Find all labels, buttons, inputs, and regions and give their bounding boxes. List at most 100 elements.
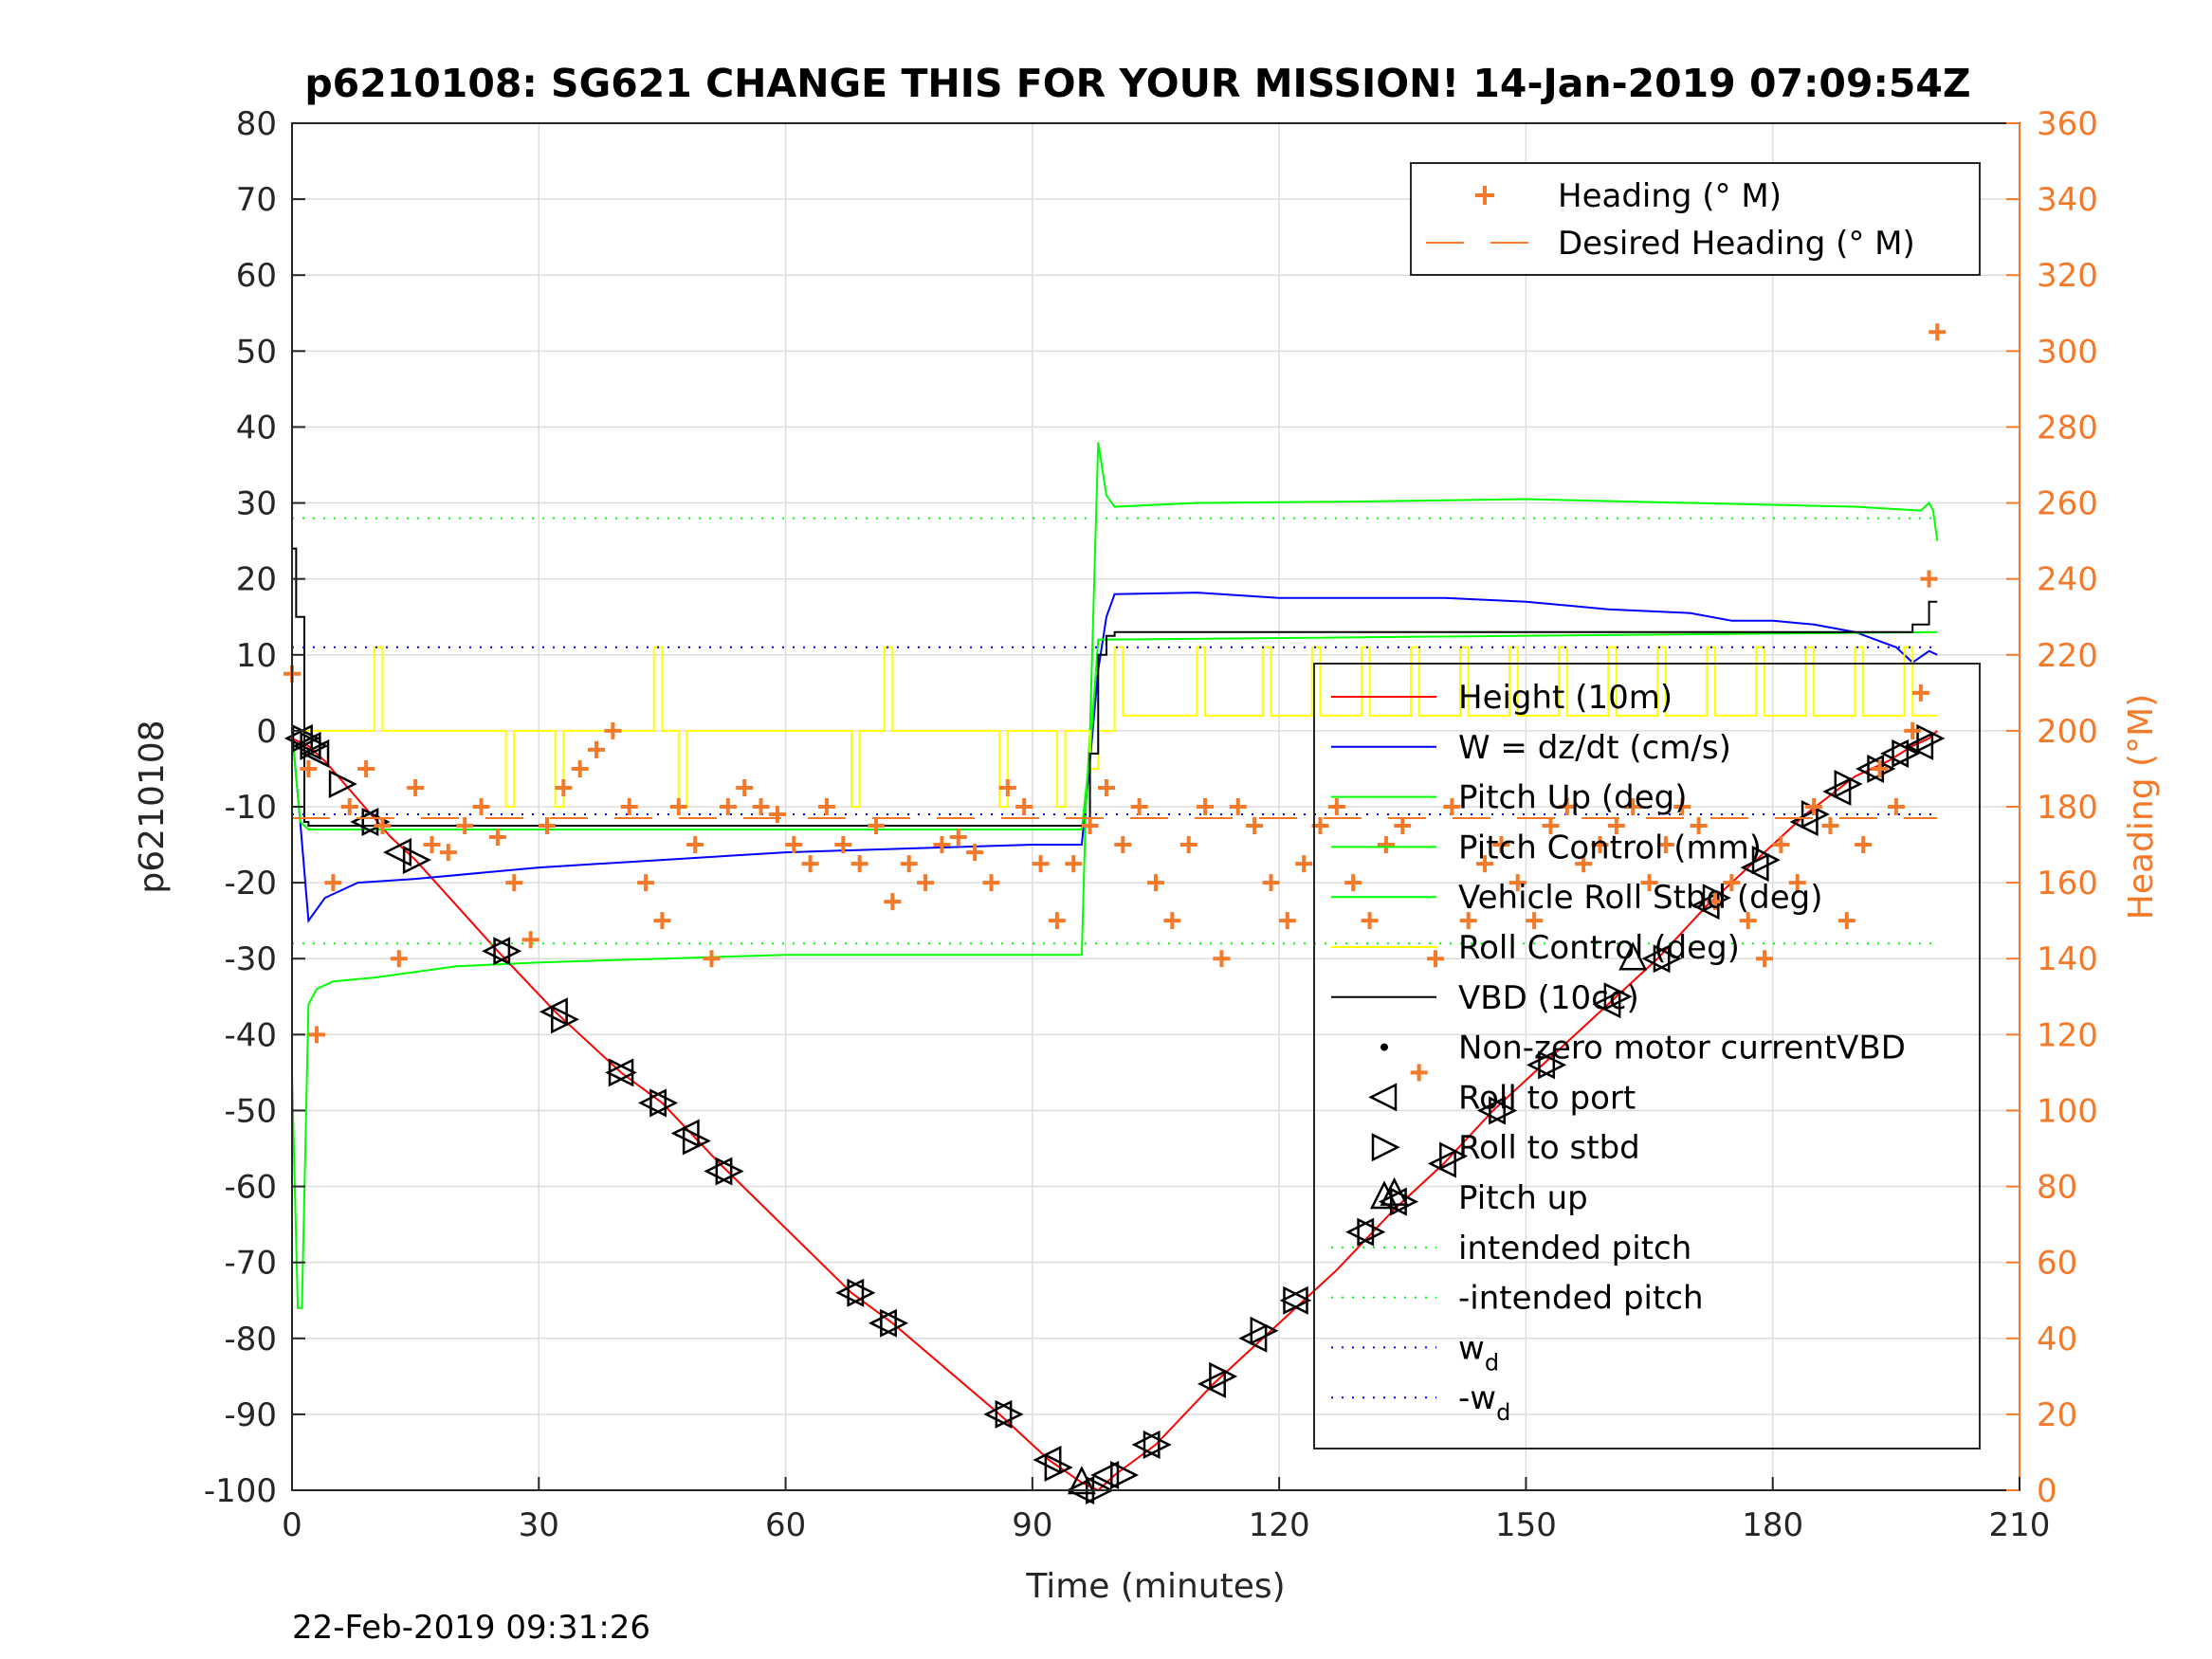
data-point-heading-m: [1508, 874, 1526, 892]
data-point-heading-m: [1015, 798, 1033, 815]
data-point-heading-m: [1911, 684, 1929, 702]
data-point-heading-m: [834, 836, 852, 854]
data-point-roll-to-stbd: [1390, 1187, 1419, 1216]
legend-label: Vehicle Roll Stbd (deg): [1458, 879, 1823, 917]
data-point-heading-m: [917, 874, 935, 892]
x-axis-label: Time (minutes): [1025, 1567, 1285, 1606]
y-axis-right: 0 20 40 60 80 100 120 140 160 180 200 220 240 260 280 3…: [2006, 105, 2098, 1510]
data-point-heading-m: [340, 798, 358, 815]
y-axis-left: -100-90-80-70-60-50-40-30-20-10010203040…: [204, 105, 305, 1510]
data-point-heading-m: [1459, 912, 1477, 930]
timestamp: 22-Feb-2019 09:31:26: [292, 1609, 650, 1647]
data-point-roll-to-port: [670, 1119, 700, 1148]
y2-tick-label: 160: [2037, 865, 2098, 902]
data-point-heading-m: [998, 778, 1016, 796]
data-point-heading-m: [1739, 912, 1757, 930]
legend-entry-pitch-up-deg-2: Pitch Up (deg): [1331, 779, 1687, 817]
data-point-roll-to-port: [1789, 807, 1819, 837]
series-roll-control-deg: [292, 646, 1938, 808]
data-point-heading-m: [1871, 759, 1889, 777]
legend-label: Height (10m): [1458, 679, 1673, 717]
data-point-heading-m: [1130, 798, 1148, 815]
y2-axis-label: Heading (°M): [2122, 694, 2161, 920]
legend-desired-heading-label: Desired Heading (° M): [1558, 225, 1915, 263]
data-point-heading-m: [555, 778, 573, 796]
legend-label: W = dz/dt (cm/s): [1458, 729, 1731, 767]
y2-tick-label: 180: [2037, 789, 2098, 827]
legend-entry-roll-control-deg-5: Roll Control (deg): [1331, 929, 1740, 967]
x-tick-label: 210: [1989, 1506, 2051, 1544]
x-tick-label: 0: [282, 1506, 302, 1544]
data-point-heading-m: [439, 844, 457, 862]
data-point-heading-m: [620, 798, 638, 815]
legend-swatch: [1371, 1133, 1400, 1162]
data-point-heading-m: [1673, 798, 1691, 815]
x-tick-label: 150: [1495, 1506, 1557, 1544]
grid: [291, 122, 2020, 1491]
y-tick-label: 10: [236, 637, 277, 675]
data-point-heading-m: [1361, 912, 1379, 930]
data-point-roll-to-port: [704, 1157, 733, 1186]
legend-entry-w-13: wd: [1331, 1329, 1499, 1376]
chart-title: p6210108: SG621 CHANGE THIS FOR YOUR MIS…: [304, 61, 1970, 106]
data-point-heading-m: [1887, 798, 1905, 815]
y-tick-label: 0: [256, 713, 277, 751]
data-point-heading-m: [1163, 912, 1181, 930]
data-point-heading-m: [752, 798, 770, 815]
data-point-heading-m: [1262, 874, 1280, 892]
series-heading-m: [283, 323, 1947, 1082]
data-point-heading-m: [1607, 817, 1625, 835]
data-point-heading-m: [1443, 798, 1461, 815]
data-point-roll-to-stbd: [1439, 1141, 1469, 1171]
data-point-heading-m: [588, 740, 606, 758]
data-point-heading-m: [736, 778, 754, 796]
data-point-roll-to-stbd: [995, 1399, 1024, 1429]
data-point-heading-m: [1114, 836, 1132, 854]
y-tick-label: 40: [236, 409, 277, 447]
data-point-heading-m: [1278, 912, 1296, 930]
data-point-roll-to-stbd: [291, 723, 320, 753]
x-tick-label: 60: [765, 1506, 806, 1544]
series-line-pitch-control-mm: [291, 630, 1938, 831]
x-tick-label: 180: [1742, 1506, 1803, 1544]
data-point-heading-m: [1723, 874, 1741, 892]
data-point-roll-to-port: [637, 1088, 667, 1118]
data-point-heading-m: [1575, 855, 1593, 873]
legend-label: -wd: [1458, 1379, 1510, 1426]
legend-entry-roll-to-port-8: Roll to port: [1368, 1079, 1636, 1117]
y-tick-label: -60: [224, 1169, 277, 1207]
y-tick-label: -40: [224, 1016, 277, 1054]
data-point-roll-to-port: [1238, 1323, 1268, 1353]
series-line-w-dz-dt-cm-s: [291, 592, 1938, 923]
data-point-heading-m: [1929, 323, 1947, 341]
data-point-heading-m: [801, 855, 819, 873]
y2-tick-label: 260: [2037, 485, 2098, 523]
data-point-roll-to-stbd: [1538, 1050, 1567, 1080]
y-tick-label: 80: [236, 105, 277, 143]
data-point-heading-m: [1197, 798, 1215, 815]
data-point-roll-to-stbd: [1250, 1316, 1279, 1345]
legend-subscript: d: [1485, 1349, 1499, 1376]
data-point-heading-m: [1904, 721, 1922, 739]
x-axis: 0 30 60 90 120 150 180 210: [282, 1477, 2050, 1544]
data-point-heading-m: [1344, 874, 1362, 892]
series-layer: [283, 323, 1947, 1505]
y2-tick-label: 240: [2037, 561, 2098, 599]
x-tick-label: 30: [519, 1506, 559, 1544]
y-tick-label: -10: [224, 789, 277, 827]
data-point-roll-to-port: [1526, 1050, 1556, 1080]
legend-entry-w-14: -wd: [1331, 1379, 1510, 1426]
data-point-roll-to-port: [301, 738, 330, 768]
y-tick-label: -70: [224, 1245, 277, 1283]
data-point-heading-m: [1837, 912, 1856, 930]
legend-subscript: d: [1496, 1399, 1510, 1426]
data-point-heading-m: [1706, 893, 1724, 911]
legend-heading-symbol-plus: [1475, 186, 1494, 205]
data-point-roll-to-stbd: [1834, 769, 1863, 798]
legend-label: Roll Control (deg): [1458, 929, 1740, 967]
y-tick-label: -80: [224, 1321, 277, 1358]
data-point-heading-m: [472, 798, 490, 815]
legend-entry-height-10m-0: Height (10m): [1331, 679, 1673, 717]
data-point-roll-to-port: [1476, 1096, 1506, 1125]
data-point-roll-to-stbd: [1209, 1361, 1238, 1391]
